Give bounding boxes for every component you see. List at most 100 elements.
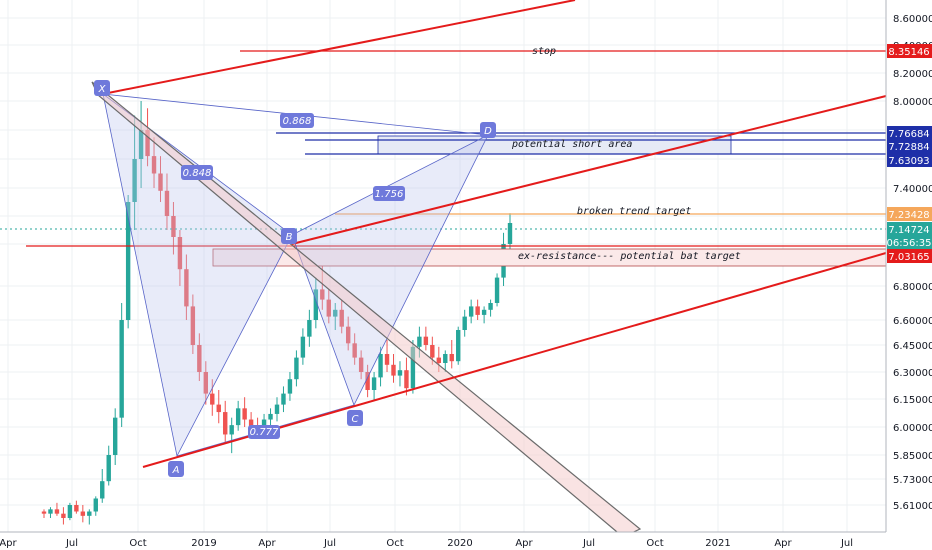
candle bbox=[80, 505, 86, 523]
candle bbox=[287, 372, 293, 401]
candle bbox=[307, 309, 312, 347]
time-axis-ticks: Apr Jul Oct 2019 Apr Jul Oct 2020 Apr Jul Oct 2021 A… bbox=[0, 538, 853, 549]
price-tick-label: 5.61000 bbox=[893, 501, 932, 512]
time-axis[interactable] bbox=[0, 532, 886, 550]
point-b: B bbox=[281, 228, 297, 244]
point-a: A bbox=[168, 461, 184, 477]
candle bbox=[281, 386, 286, 413]
price-badge: 8.35146 bbox=[887, 44, 932, 58]
candle bbox=[339, 299, 344, 334]
svg-text:7.63093: 7.63093 bbox=[888, 156, 929, 167]
ratio-bd: 1.756 bbox=[373, 186, 405, 201]
price-tick-label: 8.60000 bbox=[893, 14, 932, 25]
candle bbox=[106, 445, 111, 486]
price-badge: 7.76684 bbox=[887, 126, 932, 140]
time-tick-label: Apr bbox=[258, 538, 276, 549]
price-tick-label: 6.45000 bbox=[893, 341, 932, 352]
point-x-text: X bbox=[98, 84, 107, 95]
harmonic-xab bbox=[102, 93, 293, 458]
price-axis[interactable] bbox=[886, 0, 932, 532]
candle bbox=[378, 346, 383, 387]
candles bbox=[41, 101, 513, 525]
short-area-label: potential short area bbox=[511, 139, 632, 150]
grid bbox=[0, 0, 886, 532]
price-tick-label: 6.30000 bbox=[893, 368, 932, 379]
price-tick-label: 5.73000 bbox=[893, 475, 932, 486]
price-badge: 06:56:35 bbox=[887, 235, 932, 249]
candle bbox=[216, 390, 221, 424]
time-tick-label: Oct bbox=[129, 538, 146, 549]
ratio-bd-text: 1.756 bbox=[375, 189, 404, 200]
candle bbox=[61, 507, 66, 525]
candle bbox=[100, 469, 105, 503]
candle bbox=[358, 350, 364, 380]
candle bbox=[138, 101, 144, 188]
candle bbox=[423, 326, 429, 351]
candle bbox=[268, 408, 273, 427]
svg-text:7.76684: 7.76684 bbox=[888, 129, 929, 140]
ratio-xd-text: 0.868 bbox=[283, 116, 312, 127]
candle bbox=[242, 397, 247, 427]
price-tick-label: 6.15000 bbox=[893, 395, 932, 406]
point-c: C bbox=[347, 410, 363, 426]
svg-text:7.72884: 7.72884 bbox=[888, 142, 929, 153]
time-tick-label: 2019 bbox=[191, 538, 216, 549]
point-a-text: A bbox=[172, 465, 180, 476]
candle bbox=[468, 299, 474, 324]
candle bbox=[481, 306, 487, 324]
candle bbox=[210, 379, 215, 416]
candle bbox=[48, 507, 53, 518]
harmonic-bcd bbox=[291, 134, 489, 407]
candle bbox=[443, 350, 448, 372]
svg-text:7.03165: 7.03165 bbox=[888, 252, 929, 263]
candle bbox=[203, 361, 209, 405]
candle bbox=[41, 509, 47, 518]
candle bbox=[397, 361, 403, 387]
candle bbox=[462, 309, 467, 337]
time-tick-label: 2020 bbox=[447, 538, 472, 549]
point-x: X bbox=[94, 80, 110, 96]
upper-trendline[interactable] bbox=[102, 0, 576, 95]
candle bbox=[184, 254, 189, 320]
middle-trendline[interactable] bbox=[291, 95, 887, 245]
candle bbox=[371, 372, 377, 401]
point-d-text: D bbox=[484, 126, 492, 137]
candle bbox=[119, 303, 124, 427]
candle bbox=[67, 502, 73, 521]
svg-text:8.35146: 8.35146 bbox=[888, 47, 929, 58]
ratio-xb-text: 0.848 bbox=[183, 168, 212, 179]
candle bbox=[235, 400, 241, 431]
candle bbox=[404, 357, 409, 396]
svg-text:06:56:35: 06:56:35 bbox=[887, 238, 932, 249]
ratio-ac-text: 0.777 bbox=[250, 427, 279, 438]
trend-target-label: broken trend target bbox=[577, 206, 691, 217]
candle bbox=[87, 509, 92, 525]
candle bbox=[223, 400, 228, 442]
time-tick-label: Jul bbox=[582, 538, 595, 549]
stop-label: stop bbox=[532, 46, 556, 57]
candle bbox=[164, 173, 170, 230]
time-tick-label: Jul bbox=[323, 538, 336, 549]
time-tick-label: Apr bbox=[515, 538, 533, 549]
candle bbox=[158, 156, 163, 202]
price-badge: 7.63093 bbox=[887, 153, 932, 167]
candle bbox=[320, 260, 325, 310]
candle bbox=[294, 350, 299, 387]
candle bbox=[333, 303, 338, 330]
ratio-xb: 0.848 bbox=[181, 165, 213, 180]
price-tick-label: 7.40000 bbox=[893, 184, 932, 195]
price-badge: 7.03165 bbox=[887, 249, 932, 263]
point-d: D bbox=[480, 122, 496, 138]
bat-target-label: ex-resistance--- potential bat target bbox=[518, 251, 741, 262]
price-tick-label: 8.00000 bbox=[893, 97, 932, 108]
time-tick-label: Apr bbox=[774, 538, 792, 549]
candle bbox=[352, 333, 357, 365]
svg-text:7.14724: 7.14724 bbox=[888, 225, 929, 236]
candle bbox=[345, 316, 351, 351]
candle bbox=[177, 230, 183, 286]
svg-text:7.23428: 7.23428 bbox=[888, 210, 929, 221]
time-tick-label: Jul bbox=[840, 538, 853, 549]
point-c-text: C bbox=[352, 414, 359, 425]
candle bbox=[456, 326, 461, 365]
